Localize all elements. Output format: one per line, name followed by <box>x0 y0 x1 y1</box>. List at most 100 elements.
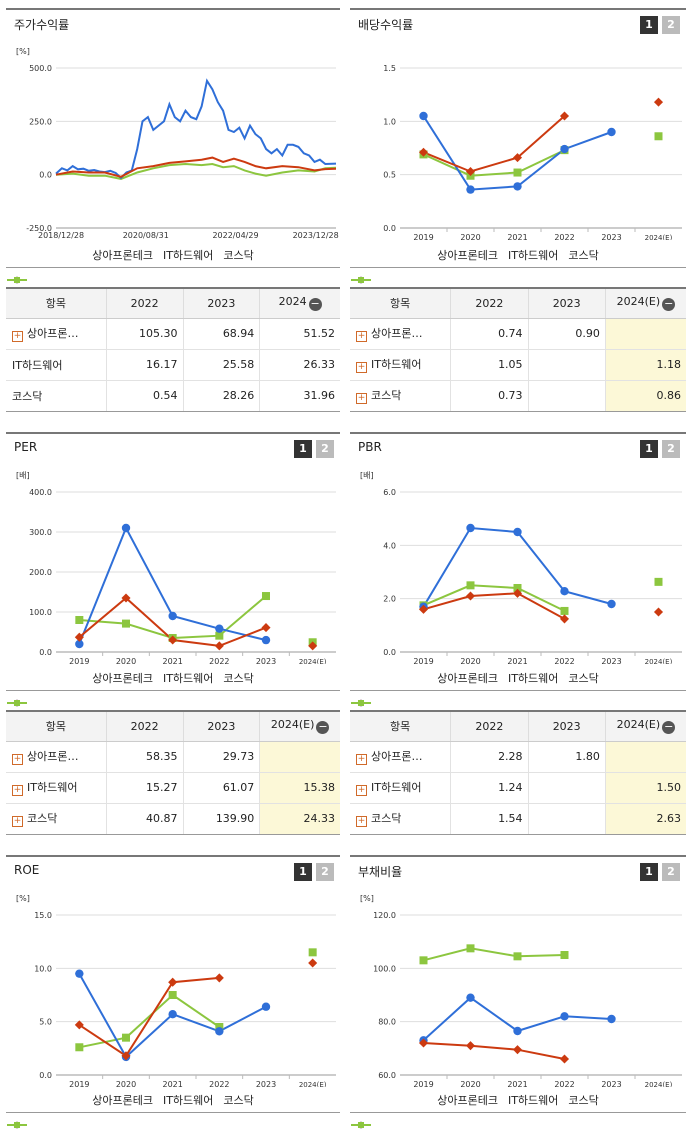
expand-icon[interactable]: + <box>12 785 23 796</box>
column-header: 항목 <box>6 287 107 319</box>
table-cell <box>527 803 606 835</box>
x-tick-label: 2022 <box>209 657 229 664</box>
row-name: 상아프론… <box>27 750 79 763</box>
table-cell: 61.07 <box>182 772 260 804</box>
legend-item[interactable]: IT하드웨어 <box>7 670 213 707</box>
row-label: + IT하드웨어 <box>350 772 451 804</box>
data-point <box>512 1045 523 1055</box>
column-header: 2023 <box>182 287 260 319</box>
page-button-1[interactable]: 1 <box>640 440 658 458</box>
y-tick-label: 5.0 <box>39 1018 52 1027</box>
data-point <box>168 611 177 621</box>
column-header: 2022 <box>105 710 183 742</box>
table-header-row: 항목 2022 2023 2024(E) − <box>350 287 686 319</box>
legend-item[interactable]: 상아프론테크 <box>351 670 498 707</box>
table-cell: 26.33 <box>259 349 340 381</box>
expand-icon[interactable]: + <box>356 331 367 342</box>
data-point <box>560 144 569 154</box>
y-tick-label: 0.0 <box>39 171 52 180</box>
collapse-icon[interactable]: − <box>308 297 322 312</box>
table-cell: 24.33 <box>259 803 340 835</box>
page-button-1[interactable]: 1 <box>294 863 312 881</box>
expand-icon[interactable]: + <box>356 362 367 373</box>
page-button-2[interactable]: 2 <box>662 440 680 458</box>
legend-item[interactable]: 상아프론테크 <box>7 1092 153 1129</box>
column-header: 2024(E) − <box>604 287 686 319</box>
legend-item[interactable]: 코스닥 <box>351 670 599 706</box>
page-button-1[interactable]: 1 <box>640 16 658 34</box>
page-button-2[interactable]: 2 <box>316 863 334 881</box>
legend-item[interactable]: IT하드웨어 <box>7 247 213 284</box>
table-cell: 51.52 <box>259 318 340 350</box>
per-chart: [배] 400.0 300.0 200.0 100.0 0.0 2019 2020 2021 20… <box>16 471 336 664</box>
legend-label: 상아프론테크 <box>437 1094 498 1107</box>
legend-item[interactable]: 상아프론테크 <box>351 247 498 284</box>
legend-item[interactable]: 코스닥 <box>351 247 599 283</box>
table-cell: 0.73 <box>450 380 529 412</box>
collapse-icon[interactable]: − <box>316 720 330 735</box>
y-tick-label: 500.0 <box>29 64 52 73</box>
legend-item[interactable]: IT하드웨어 <box>351 247 558 284</box>
data-point <box>560 951 569 959</box>
page-button-1[interactable]: 1 <box>640 863 658 881</box>
page-button-2[interactable]: 2 <box>662 16 680 34</box>
x-tick-label: 2021 <box>507 1080 527 1087</box>
collapse-icon[interactable]: − <box>662 297 676 312</box>
panel-title: 주가수익률 <box>14 18 70 32</box>
data-point <box>607 1014 616 1024</box>
page-button-2[interactable]: 2 <box>662 863 680 881</box>
expand-icon[interactable]: + <box>356 754 367 765</box>
debt-ratio-chart: [%] 120.0 100.0 80.0 60.0 2019 2020 2021 2022 202… <box>360 894 682 1087</box>
x-tick-label: 2019 <box>413 657 433 664</box>
data-point <box>607 127 616 137</box>
expand-icon[interactable]: + <box>12 331 23 342</box>
table-row: + IT하드웨어 15.27 61.07 15.38 <box>6 772 340 804</box>
expand-icon[interactable]: + <box>12 754 23 765</box>
data-point <box>559 1054 570 1064</box>
pbr-table: 항목 2022 2023 2024(E) − + 상아프론… 2.28 1.80 + IT하드웨어 1… <box>350 710 686 835</box>
table-row: + 코스닥 40.87 139.90 24.33 <box>6 803 340 835</box>
x-tick-label: 2023 <box>256 1080 276 1087</box>
legend-item[interactable]: 상아프론테크 <box>351 1092 498 1129</box>
data-point <box>654 577 663 586</box>
legend-label: 상아프론테크 <box>92 249 153 262</box>
legend-item[interactable]: IT하드웨어 <box>351 670 558 707</box>
x-tick-label: 2020/08/31 <box>123 231 169 240</box>
column-header: 2024(E) − <box>259 710 340 742</box>
x-tick-label: 2019 <box>413 1080 433 1087</box>
data-point <box>75 616 84 624</box>
table-cell <box>527 772 606 804</box>
expand-icon[interactable]: + <box>356 785 367 796</box>
column-header: 2023 <box>527 710 606 742</box>
y-tick-label: 0.0 <box>383 648 396 657</box>
legend-item[interactable]: 상아프론테크 <box>7 247 153 284</box>
expand-icon[interactable]: + <box>356 393 367 404</box>
y-tick-label: 10.0 <box>34 964 52 973</box>
legend-label: 코스닥 <box>568 1094 599 1107</box>
expand-icon[interactable]: + <box>356 816 367 827</box>
legend-item[interactable]: IT하드웨어 <box>351 1092 558 1129</box>
collapse-icon[interactable]: − <box>662 720 676 735</box>
panel-title: PER <box>14 440 38 454</box>
legend-item[interactable]: 코스닥 <box>351 1092 599 1128</box>
legend-label: 상아프론테크 <box>437 672 498 685</box>
page-button-1[interactable]: 1 <box>294 440 312 458</box>
data-point <box>654 132 663 141</box>
table-row: + IT하드웨어 1.05 1.18 <box>350 349 686 381</box>
legend-item[interactable]: 코스닥 <box>7 247 254 283</box>
y-tick-label: 4.0 <box>383 541 396 550</box>
row-label: 코스닥 <box>6 380 107 412</box>
data-point <box>466 993 475 1002</box>
legend-item[interactable]: 상아프론테크 <box>7 670 153 707</box>
legend-item[interactable]: 코스닥 <box>7 1092 254 1128</box>
legend-item[interactable]: IT하드웨어 <box>7 1092 213 1129</box>
legend-item[interactable]: 코스닥 <box>7 670 254 706</box>
row-label: + 상아프론… <box>350 741 451 773</box>
pbr-chart: [배] 6.0 4.0 2.0 0.0 2019 2020 2021 2022 2023 2024(… <box>360 471 682 664</box>
page-button-2[interactable]: 2 <box>316 440 334 458</box>
expand-icon[interactable]: + <box>12 816 23 827</box>
data-point <box>418 1038 429 1048</box>
data-point <box>122 619 130 628</box>
